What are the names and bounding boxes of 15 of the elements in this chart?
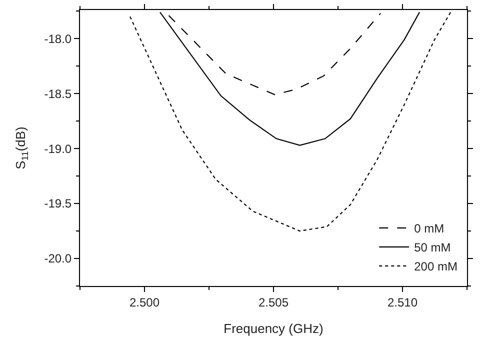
legend-label: 50 mM	[414, 240, 451, 255]
line-series	[130, 10, 452, 232]
line-series	[159, 12, 420, 146]
x-tick-label: 2.505	[258, 295, 289, 310]
x-axis-title: Frequency (GHz)	[224, 321, 324, 336]
line-series	[168, 12, 382, 96]
y-tick-label: -19.5	[44, 196, 72, 211]
y-tick-label: -18.5	[44, 86, 72, 101]
legend-label: 0 mM	[414, 222, 444, 236]
y-tick-label: -20.0	[44, 252, 72, 266]
y-tick-label: -18.0	[44, 32, 72, 46]
y-tick-label: -19.0	[44, 142, 72, 156]
x-tick-label: 2.510	[387, 295, 418, 310]
legend-label: 200 mM	[414, 260, 458, 274]
x-tick-label: 2.500	[129, 295, 160, 310]
